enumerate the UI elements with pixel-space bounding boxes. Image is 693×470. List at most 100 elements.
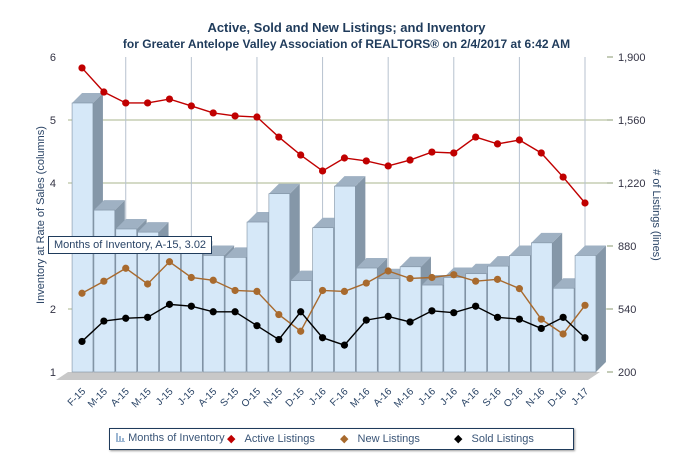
- bar-top: [575, 245, 606, 256]
- x-tick-label: A-16: [459, 386, 482, 409]
- listing-lines: [78, 64, 589, 349]
- x-tick-label: M-15: [130, 386, 154, 410]
- bar-top: [400, 256, 431, 267]
- data-point: [100, 317, 108, 325]
- data-point: [253, 113, 261, 121]
- legend: Months of Inventory ◆ Active Listings ◆ …: [109, 428, 574, 450]
- right-tick-label: 540: [618, 304, 636, 316]
- x-tick-label: M-16: [392, 386, 416, 410]
- bar-top: [93, 200, 125, 211]
- data-point: [515, 285, 523, 293]
- data-point: [362, 316, 370, 324]
- data-point: [122, 264, 130, 272]
- inventory-bar: [115, 228, 137, 373]
- x-tick-label: S-15: [218, 386, 241, 409]
- right-tick-label: 1,560: [618, 115, 646, 127]
- inventory-bar: [421, 284, 444, 373]
- data-point: [78, 64, 86, 72]
- data-point: [362, 279, 370, 287]
- data-point: [165, 300, 174, 308]
- bar-chart-icon: [116, 432, 125, 442]
- data-point: [493, 275, 502, 283]
- diamond-icon: ◆: [340, 433, 349, 445]
- data-point: [144, 280, 152, 288]
- legend-item-active[interactable]: ◆ Active Listings: [227, 433, 315, 445]
- left-tick-label: 5: [50, 115, 56, 127]
- x-tick-label: A-15: [109, 386, 132, 409]
- data-point: [187, 302, 195, 310]
- x-tick-label: N-16: [524, 386, 547, 409]
- data-point: [231, 112, 239, 120]
- inventory-bar: [574, 255, 597, 373]
- data-point: [187, 102, 195, 110]
- chart-title: Active, Sold and New Listings; and Inven…: [207, 20, 486, 35]
- x-tick-label: D-15: [284, 386, 307, 409]
- x-tick-label: D-16: [546, 386, 569, 409]
- data-point: [297, 327, 305, 335]
- data-point: [318, 167, 327, 175]
- data-point: [122, 99, 130, 107]
- left-tick-label: 6: [50, 52, 56, 64]
- left-tick-label: 1: [50, 367, 56, 379]
- data-point: [559, 173, 567, 181]
- data-point: [493, 140, 502, 148]
- x-tick-label: N-15: [262, 386, 285, 409]
- data-point: [275, 310, 283, 319]
- data-point: [406, 318, 414, 326]
- legend-item-inventory[interactable]: Months of Inventory: [116, 432, 225, 444]
- data-point: [537, 315, 545, 323]
- tooltip: Months of Inventory, A-15, 3.02: [48, 236, 213, 254]
- x-tick-label: J-15: [176, 386, 198, 408]
- x-tick-label: F-15: [66, 386, 89, 409]
- x-tick-label: J-16: [307, 386, 329, 408]
- legend-item-sold[interactable]: ◆ Sold Listings: [454, 433, 534, 445]
- bar-top: [531, 232, 563, 243]
- legend-item-new[interactable]: ◆ New Listings: [340, 433, 420, 445]
- data-point: [406, 156, 414, 164]
- bar-top: [268, 183, 300, 194]
- diamond-icon: ◆: [454, 433, 463, 445]
- series-line: [81, 67, 586, 204]
- data-point: [318, 334, 327, 342]
- inventory-bar: [531, 242, 553, 373]
- data-point: [165, 258, 174, 266]
- data-point: [165, 95, 174, 103]
- data-point: [472, 133, 480, 141]
- data-point: [275, 335, 283, 344]
- right-tick-label: 1,220: [618, 178, 646, 190]
- data-point: [384, 267, 392, 275]
- data-point: [428, 148, 436, 156]
- inventory-bar: [377, 278, 400, 373]
- data-point: [297, 151, 305, 159]
- inventory-bar: [465, 273, 487, 373]
- data-point: [100, 277, 108, 285]
- floor: [56, 372, 600, 380]
- inventory-bar: [290, 280, 312, 373]
- left-tick-label: 2: [50, 304, 56, 316]
- inventory-bar: [93, 209, 116, 373]
- data-point: [78, 337, 86, 346]
- chart-subtitle: for Greater Antelope Valley Association …: [122, 37, 571, 51]
- data-point: [144, 313, 152, 321]
- left-tick-label: 4: [50, 178, 56, 190]
- x-tick-label: J-16: [417, 386, 439, 408]
- data-point: [537, 149, 545, 157]
- data-point: [231, 308, 239, 316]
- bar-top: [356, 258, 388, 269]
- data-point: [515, 136, 523, 144]
- data-point: [340, 287, 349, 295]
- x-tick-label: O-16: [502, 386, 526, 410]
- x-tick-label: S-16: [481, 386, 504, 409]
- left-axis-label: Inventory at Rate of Sales (columns): [35, 126, 47, 304]
- x-tick-label: J-17: [570, 386, 592, 408]
- data-point: [144, 99, 152, 107]
- data-point: [450, 149, 458, 157]
- series-line: [81, 303, 586, 346]
- data-point: [384, 312, 392, 321]
- data-point: [581, 199, 589, 207]
- data-point: [493, 313, 502, 321]
- data-point: [253, 287, 261, 295]
- data-point: [559, 313, 567, 321]
- data-point: [537, 324, 545, 333]
